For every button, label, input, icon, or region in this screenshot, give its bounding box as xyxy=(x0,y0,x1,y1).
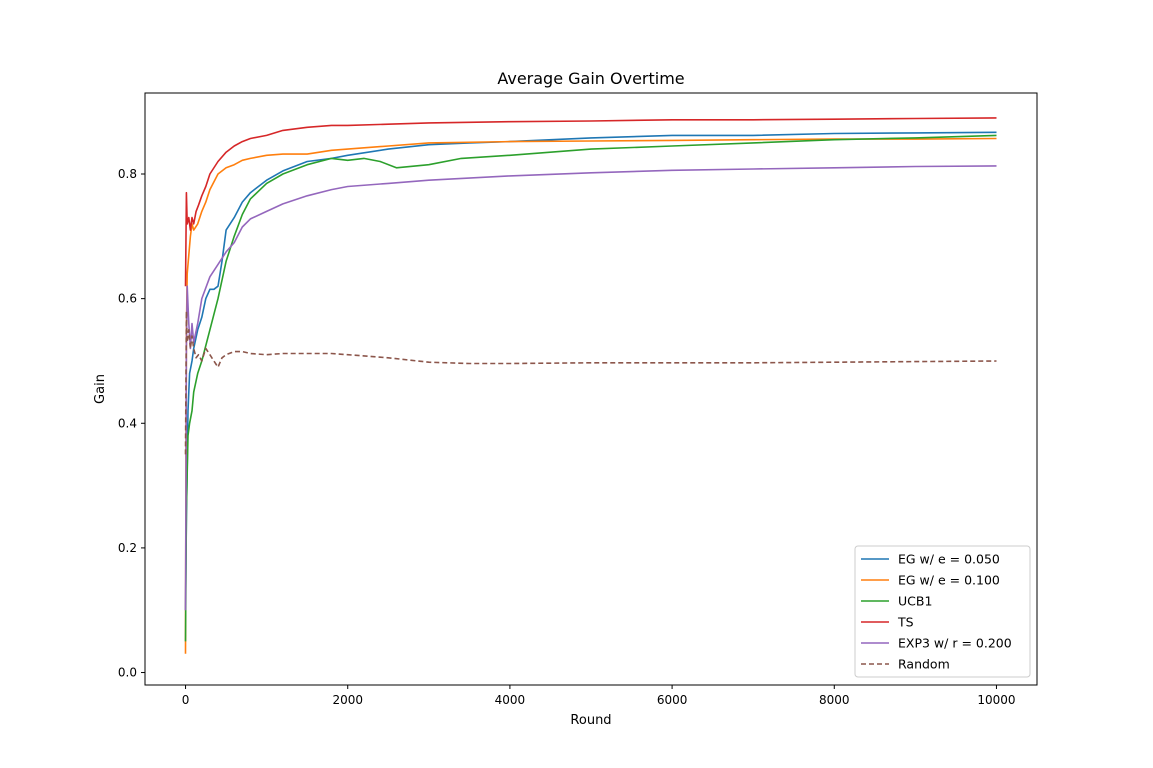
legend-label: UCB1 xyxy=(898,594,932,609)
series-line-2 xyxy=(184,134,997,642)
legend-box xyxy=(854,545,1031,678)
plot-lines xyxy=(184,117,997,654)
legend-label: Random xyxy=(898,657,950,672)
x-tick-label: 4000 xyxy=(495,693,526,707)
series-line-1 xyxy=(184,137,997,654)
x-tick-label: 6000 xyxy=(657,693,688,707)
y-tick-label: 0.6 xyxy=(118,292,137,306)
plot-frame xyxy=(144,92,1038,686)
y-axis-label: Gain xyxy=(93,374,108,404)
x-tick-label: 0 xyxy=(182,693,190,707)
x-tick-label: 10000 xyxy=(977,693,1015,707)
series-line-3 xyxy=(184,117,997,287)
chart-title: Average Gain Overtime xyxy=(497,69,684,88)
y-tick-label: 0.4 xyxy=(118,416,137,430)
legend-label: EG w/ e = 0.050 xyxy=(898,552,1000,567)
series-line-5 xyxy=(184,310,997,455)
x-tick-label: 2000 xyxy=(332,693,363,707)
y-tick-label: 0.0 xyxy=(118,666,137,680)
legend-label: TS xyxy=(897,615,914,630)
series-line-0 xyxy=(184,131,997,611)
y-tick-label: 0.2 xyxy=(118,541,137,555)
y-tick-label: 0.8 xyxy=(118,167,137,181)
axis-ticks: 0 2000 4000 6000 8000 10000 0.0 0.2 0.4 0.6 0.8 xyxy=(118,167,1016,707)
legend-label: EXP3 w/ r = 0.200 xyxy=(898,636,1012,651)
legend-label: EG w/ e = 0.100 xyxy=(898,573,1000,588)
x-tick-label: 8000 xyxy=(819,693,850,707)
x-axis-label: Round xyxy=(570,713,611,728)
legend: EG w/ e = 0.050 EG w/ e = 0.100 UCB1 TS EXP3… xyxy=(854,545,1031,678)
series-line-4 xyxy=(184,165,997,611)
